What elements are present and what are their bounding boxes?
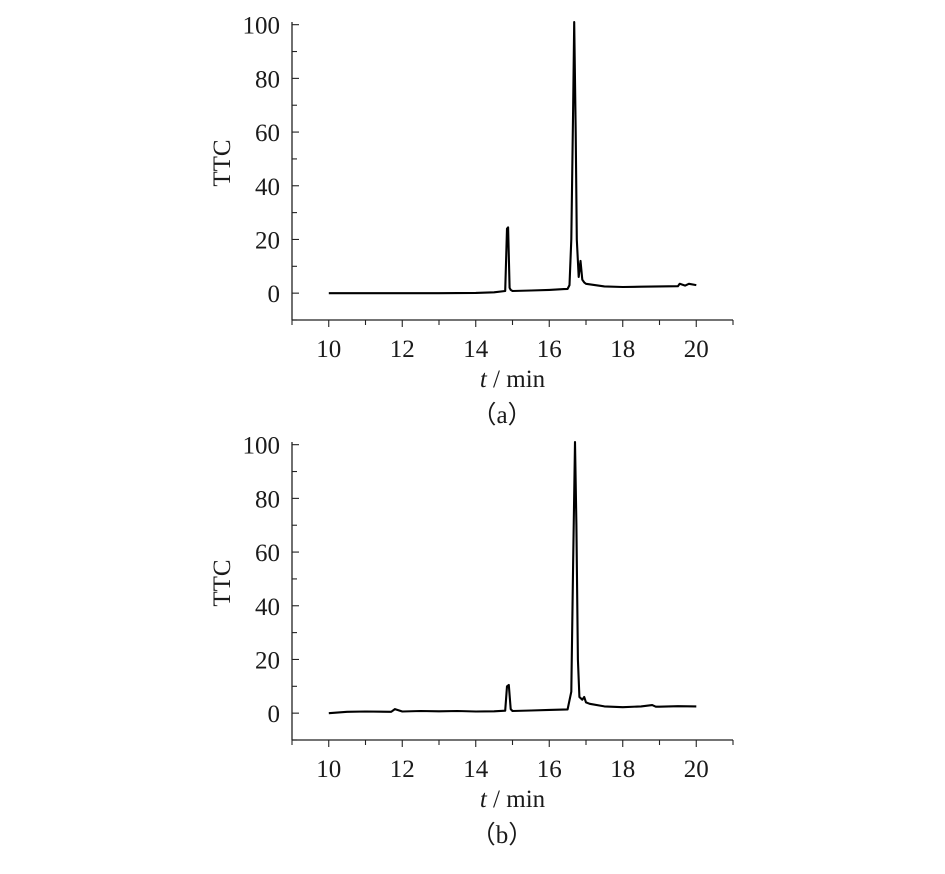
y-axis-title: TTC — [209, 139, 236, 186]
x-tick-label: 10 — [316, 336, 341, 363]
x-tick-label: 16 — [537, 756, 562, 783]
chromatogram-trace — [328, 440, 697, 715]
y-tick-label: 40 — [255, 594, 280, 621]
x-tick-label: 18 — [610, 336, 635, 363]
panel-caption: （b） — [471, 821, 534, 849]
x-tick-label: 12 — [390, 336, 415, 363]
x-tick-label: 14 — [463, 756, 489, 783]
panel-caption: （a） — [471, 401, 532, 429]
y-tick-label: 80 — [255, 486, 280, 513]
x-tick-label: 20 — [684, 336, 709, 363]
x-axis-title-unit: / min — [487, 366, 546, 393]
x-tick-label: 12 — [390, 756, 415, 783]
x-axis-title: t / min — [480, 786, 546, 813]
y-tick-label: 100 — [243, 13, 281, 40]
x-tick-label: 16 — [537, 336, 562, 363]
chart-panel-a: 10 12 14 16 18 20 0 20 40 60 80 100 TTC t / min （a） — [209, 13, 734, 429]
x-tick-label: 14 — [463, 336, 489, 363]
x-axis-title-variable: t — [480, 786, 488, 813]
chromatogram-trace — [328, 20, 697, 295]
y-tick-label: 60 — [255, 120, 280, 147]
y-tick-label: 20 — [255, 227, 280, 254]
x-tick-label: 10 — [316, 756, 341, 783]
x-axis-title: t / min — [480, 366, 546, 393]
x-axis-title-unit: / min — [487, 786, 546, 813]
y-tick-label: 100 — [243, 433, 281, 460]
chart-panel-b: 10 12 14 16 18 20 0 20 40 60 80 100 TTC t / min （b） — [209, 433, 734, 849]
x-tick-label: 18 — [610, 756, 635, 783]
y-tick-label: 0 — [268, 701, 281, 728]
y-axis-title: TTC — [209, 559, 236, 606]
y-tick-label: 20 — [255, 647, 280, 674]
y-tick-label: 40 — [255, 174, 280, 201]
y-tick-label: 60 — [255, 540, 280, 567]
y-tick-label: 0 — [268, 281, 281, 308]
x-axis-title-variable: t — [480, 366, 488, 393]
y-tick-label: 80 — [255, 66, 280, 93]
x-tick-label: 20 — [684, 756, 709, 783]
